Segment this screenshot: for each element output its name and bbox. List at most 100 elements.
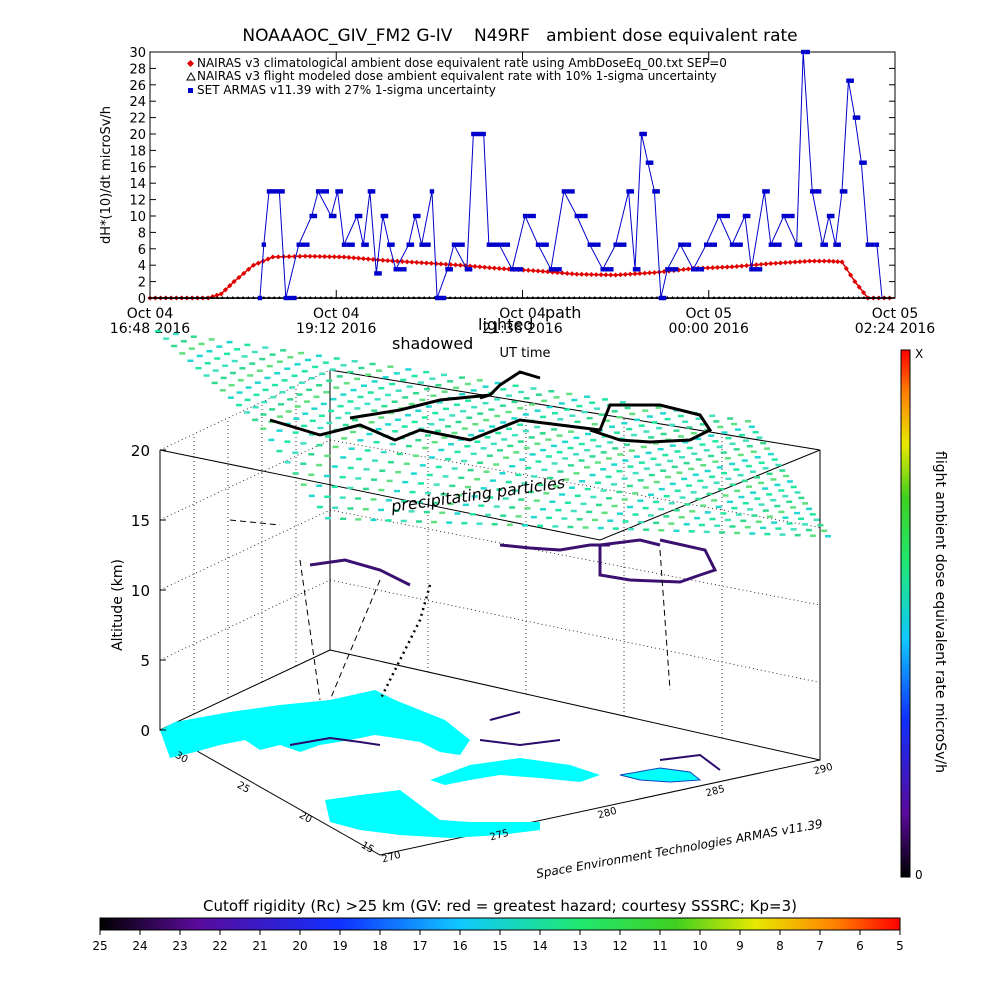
particle-dash [581, 410, 588, 414]
particle-dash [569, 414, 576, 417]
particle-dash [574, 494, 581, 498]
series-point [647, 270, 653, 276]
particle-dash [302, 412, 309, 415]
particle-dash [494, 414, 501, 418]
bottom-colorbar-ticks: 25 24 23 22 21 20 19 18 17 16 15 14 13 12 11 10 9 8 7 6 5 [92, 930, 904, 953]
particle-dash [211, 381, 218, 385]
lon-tick-label: 275 [489, 828, 510, 844]
series-point [841, 296, 846, 299]
series-point [409, 259, 415, 265]
series-point [862, 160, 867, 165]
series-point [768, 261, 774, 267]
particle-dash [198, 342, 205, 346]
particle-dash [190, 335, 197, 338]
particle-dash [339, 496, 346, 499]
particle-dash [729, 525, 736, 528]
particle-dash [622, 520, 629, 523]
series-point [578, 213, 584, 219]
series-point [685, 266, 691, 272]
particle-dash [501, 438, 508, 441]
particle-dash [406, 385, 413, 388]
series-point [706, 296, 711, 299]
particle-dash [770, 478, 777, 481]
series-point [577, 296, 582, 299]
bottom-tick-label: 12 [612, 939, 627, 953]
particle-dash [303, 400, 310, 403]
series-point [708, 242, 713, 247]
particle-dash [405, 368, 412, 371]
particle-dash [493, 463, 500, 466]
particle-dash [677, 414, 684, 418]
bottom-colorbar: Cutoff rigidity (Rc) >25 km (GV: red = g… [92, 897, 903, 953]
particle-dash [451, 467, 458, 470]
particle-dash [480, 487, 487, 490]
particle-dash [551, 411, 558, 415]
particle-dash [465, 399, 472, 402]
bottom-tick-label: 14 [532, 939, 547, 953]
series-point [448, 267, 453, 272]
particle-dash [657, 447, 664, 451]
particle-dash [385, 423, 392, 426]
series-point [721, 213, 726, 219]
particle-dash [309, 419, 316, 423]
series-point [583, 213, 588, 219]
series-point [422, 296, 427, 299]
particle-dash [385, 519, 392, 522]
particle-dash [385, 499, 392, 502]
particle-dash [663, 515, 670, 518]
series-point [536, 296, 541, 299]
flight-path-top [269, 370, 713, 444]
particle-dash [574, 420, 581, 424]
series-point [302, 253, 308, 259]
particle-dash [350, 388, 357, 392]
particle-dash [779, 533, 786, 536]
particle-dash [287, 398, 294, 401]
series-point [617, 242, 623, 247]
particle-dash [758, 481, 765, 485]
particle-dash [357, 395, 364, 399]
legend-entry-nairas-flight: NAIRAS v3 flight modeled dose ambient eq… [197, 69, 717, 83]
series-point [334, 296, 339, 299]
particle-dash [332, 506, 339, 510]
series-point [626, 189, 631, 194]
particle-dash [584, 466, 591, 469]
series-point [406, 242, 411, 247]
series-point [453, 296, 458, 299]
particle-dash [340, 456, 347, 459]
particle-dash [474, 440, 481, 443]
particle-dash [658, 529, 665, 532]
land-cuba [430, 758, 600, 785]
particle-dash [342, 423, 349, 427]
series-point [753, 262, 759, 268]
series-point [505, 242, 511, 247]
series-point [701, 296, 706, 299]
z-tick-label: 15 [131, 512, 150, 530]
particle-dash [363, 468, 370, 471]
particle-dash [405, 444, 412, 448]
particle-dash [296, 393, 303, 396]
particle-dash [621, 421, 628, 425]
particle-dash [340, 364, 347, 367]
series-point [266, 189, 272, 194]
particle-dash [294, 363, 301, 366]
particle-dash [522, 413, 529, 416]
series-point [695, 267, 700, 272]
particle-dash [507, 444, 514, 448]
particle-dash [626, 427, 633, 431]
particle-dash [341, 437, 348, 440]
particle-dash [231, 359, 238, 363]
series-point [484, 296, 489, 299]
particle-dash [462, 503, 469, 507]
particle-dash [252, 405, 259, 409]
particle-dash [699, 423, 706, 426]
particle-dash [244, 398, 251, 402]
particle-dash [640, 445, 647, 449]
lon-tick-label: 270 [381, 850, 402, 866]
series-point [218, 291, 224, 297]
series-point [370, 296, 375, 299]
series-point [600, 267, 605, 272]
particle-dash [610, 483, 617, 486]
particle-dash [512, 384, 519, 388]
series-point [520, 296, 525, 299]
particle-dash [720, 512, 727, 515]
